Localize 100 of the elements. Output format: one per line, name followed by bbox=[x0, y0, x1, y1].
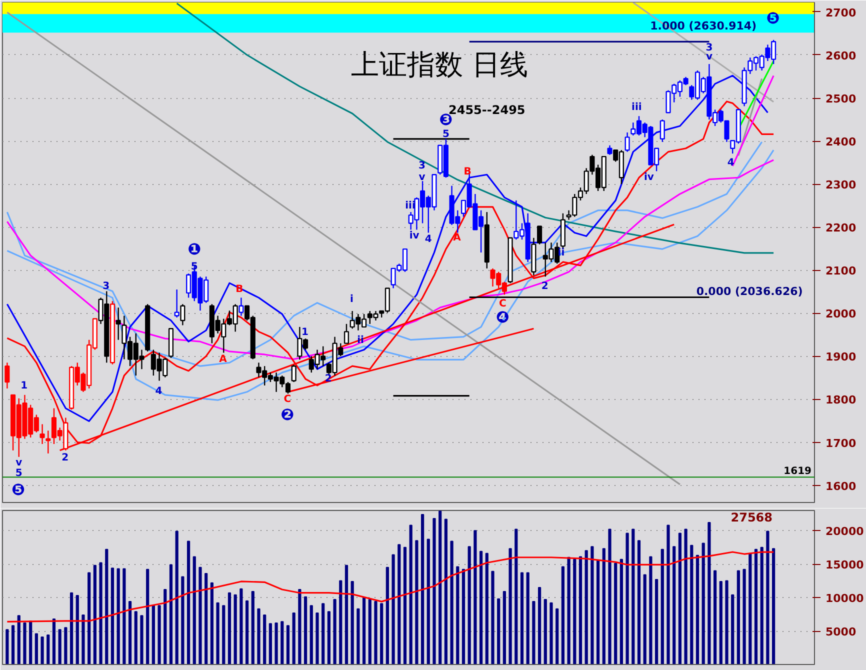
y-tick-label: 1800 bbox=[826, 394, 856, 407]
bar bbox=[643, 574, 646, 664]
annotation: ❺ bbox=[766, 8, 780, 28]
bar bbox=[257, 608, 260, 664]
bar bbox=[362, 597, 366, 664]
bar bbox=[497, 598, 500, 664]
bar bbox=[286, 625, 290, 664]
bar bbox=[620, 558, 623, 664]
annotation: C bbox=[284, 394, 292, 406]
bar bbox=[632, 528, 635, 664]
bar bbox=[228, 592, 232, 664]
candlestick bbox=[607, 144, 612, 156]
y-tick-label: 2600 bbox=[826, 49, 856, 62]
annotation: B bbox=[464, 166, 472, 178]
bar bbox=[538, 587, 542, 664]
bar bbox=[46, 634, 50, 664]
bar bbox=[772, 548, 776, 664]
bar bbox=[666, 524, 670, 664]
bar bbox=[684, 528, 688, 664]
bar bbox=[520, 572, 524, 664]
bar bbox=[251, 591, 254, 664]
candlestick bbox=[40, 424, 45, 445]
bar bbox=[649, 556, 652, 664]
bar bbox=[409, 524, 412, 664]
bar bbox=[637, 540, 641, 664]
y-tick-label: 1600 bbox=[826, 480, 856, 493]
bar bbox=[444, 518, 448, 664]
bar bbox=[561, 566, 564, 664]
bar bbox=[713, 570, 717, 664]
ref-line-label: 1619 bbox=[784, 466, 812, 478]
annotation: v bbox=[16, 457, 23, 468]
bar bbox=[742, 568, 746, 664]
bar bbox=[158, 605, 161, 664]
bar bbox=[432, 518, 436, 664]
bar bbox=[344, 564, 348, 664]
bar bbox=[204, 572, 208, 664]
candlestick bbox=[46, 430, 51, 454]
bar bbox=[573, 558, 576, 664]
bar bbox=[602, 548, 606, 664]
bar bbox=[550, 602, 553, 664]
bar bbox=[374, 601, 378, 664]
annotation: ❺ bbox=[12, 480, 26, 500]
bar bbox=[719, 580, 722, 664]
bar bbox=[110, 568, 114, 664]
bar bbox=[578, 556, 582, 664]
bar bbox=[263, 614, 266, 664]
candlestick bbox=[4, 362, 10, 390]
bar bbox=[88, 572, 91, 664]
annotation: iv bbox=[409, 230, 420, 242]
bar bbox=[234, 594, 237, 664]
bar bbox=[152, 605, 155, 664]
bar bbox=[304, 596, 308, 664]
bar bbox=[210, 582, 214, 664]
bar bbox=[479, 550, 483, 664]
annotation: 3 bbox=[102, 280, 110, 292]
annotation: 2 bbox=[324, 373, 332, 384]
bar bbox=[556, 608, 559, 664]
bar bbox=[333, 599, 336, 664]
candlestick bbox=[660, 118, 665, 143]
bar bbox=[491, 570, 494, 664]
annotation: C bbox=[499, 298, 506, 310]
bar bbox=[310, 605, 313, 664]
y-tick-label: 1700 bbox=[826, 436, 856, 450]
annotation: 3 bbox=[706, 42, 713, 54]
bar bbox=[514, 528, 518, 664]
bar bbox=[462, 568, 466, 664]
bar bbox=[614, 562, 618, 664]
bar bbox=[567, 556, 570, 664]
y-tick-label: 20000 bbox=[826, 525, 864, 538]
y-tick-label: 1900 bbox=[826, 350, 856, 364]
bar bbox=[544, 599, 547, 664]
bar bbox=[725, 580, 728, 664]
bar bbox=[696, 554, 700, 664]
bar bbox=[327, 611, 330, 664]
bar bbox=[222, 605, 226, 664]
bar bbox=[198, 566, 202, 664]
bar bbox=[181, 576, 184, 664]
bar bbox=[76, 595, 79, 664]
bar bbox=[678, 532, 682, 664]
bar bbox=[169, 564, 173, 664]
annotation: 1 bbox=[301, 326, 308, 338]
annotation: 4 bbox=[727, 157, 734, 168]
bar bbox=[298, 589, 302, 664]
bar bbox=[596, 560, 600, 664]
bar bbox=[426, 538, 430, 664]
bar bbox=[526, 572, 530, 664]
annotation: v bbox=[706, 52, 713, 63]
bar bbox=[105, 548, 108, 664]
bar bbox=[438, 510, 442, 664]
bar bbox=[392, 554, 395, 664]
candlestick bbox=[291, 364, 296, 383]
y-tick-label: 2700 bbox=[826, 6, 856, 20]
annotation: 3 bbox=[418, 160, 426, 172]
annotation: 2 bbox=[541, 280, 548, 292]
y-tick-label: 2500 bbox=[826, 92, 856, 106]
bar bbox=[754, 548, 758, 664]
bar bbox=[468, 546, 471, 664]
bar bbox=[456, 566, 460, 664]
line-series bbox=[6, 551, 774, 622]
y-tick-label: 2000 bbox=[826, 308, 856, 321]
